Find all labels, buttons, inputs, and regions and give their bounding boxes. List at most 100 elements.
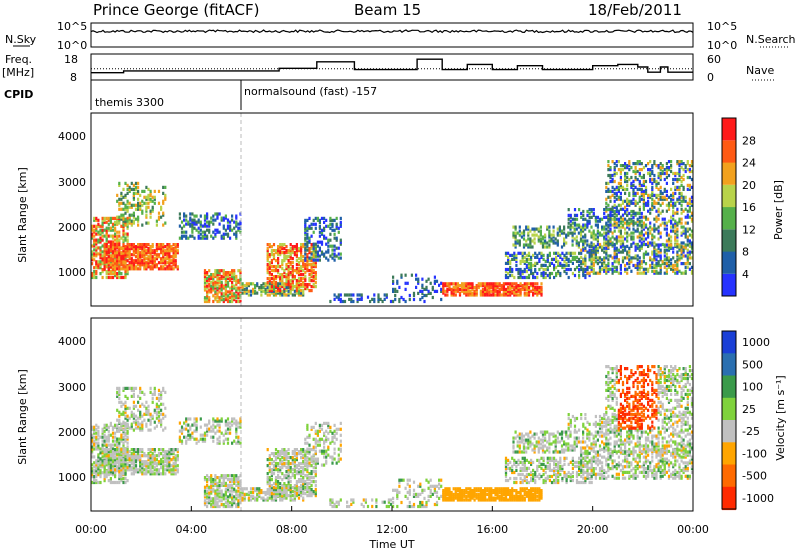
heatmap-cell [586,251,588,254]
heatmap-cell [540,286,542,289]
heatmap-cell [530,262,532,265]
heatmap-cell [622,256,624,259]
heatmap-cell [534,282,536,285]
heatmap-cell [308,237,310,240]
heatmap-cell [639,188,641,191]
heatmap-cell [189,434,191,437]
heatmap-cell [674,235,676,238]
heatmap-cell [603,216,605,219]
heatmap-cell [511,254,513,257]
heatmap-cell [511,268,513,271]
heatmap-cell [572,239,574,242]
heatmap-cell [545,260,547,263]
heatmap-cell [137,224,139,227]
heatmap-cell [334,229,336,232]
heatmap-cell [561,264,563,267]
heatmap-cell [618,272,620,275]
heatmap-cell [662,218,664,221]
heatmap-cell [321,217,323,220]
heatmap-cell [609,208,611,211]
heatmap-cell [154,387,156,390]
heatmap-cell [198,227,200,230]
heatmap-cell [655,194,657,197]
heatmap-cell [635,186,637,189]
heatmap-cell [154,454,156,457]
heatmap-cell [110,477,112,480]
heatmap-cell [609,224,611,227]
date-title: 18/Feb/2011 [588,1,682,19]
heatmap-cell [660,186,662,189]
heatmap-cell [394,298,396,301]
heatmap-cell [626,251,628,254]
heatmap-cell [139,202,141,205]
heatmap-cell [534,228,536,231]
heatmap-cell [114,481,116,484]
heatmap-cell [112,440,114,443]
heatmap-cell [522,270,524,273]
heatmap-cell [501,293,503,296]
heatmap-cell [527,237,529,240]
heatmap-cell [419,298,421,301]
heatmap-cell [118,450,120,453]
heatmap-cell [651,198,653,201]
heatmap-cell [509,260,511,263]
heatmap-cell [143,472,145,475]
heatmap-cell [513,286,515,289]
heatmap-cell [666,243,668,246]
heatmap-cell [97,223,99,226]
heatmap-cell [275,265,277,268]
heatmap-cell [563,264,565,267]
heatmap-cell [173,448,175,451]
heatmap-cell [643,234,645,237]
heatmap-cell [323,227,325,230]
heatmap-cell [645,224,647,227]
heatmap-cell [145,196,147,199]
heatmap-cell [618,258,620,261]
heatmap-cell [141,454,143,457]
heatmap-cell [112,235,114,238]
heatmap-cell [423,288,425,291]
heatmap-cell [294,251,296,254]
heatmap-cell [95,270,97,273]
heatmap-cell [620,182,622,185]
power-ytick-4000: 4000 [58,130,86,143]
heatmap-cell [635,254,637,257]
heatmap-cell [290,247,292,250]
heatmap-cell [139,423,141,426]
heatmap-cell [612,262,614,265]
heatmap-cell [252,282,254,285]
heatmap-cell [311,289,313,292]
heatmap-cell [116,243,118,246]
heatmap-cell [267,243,269,246]
heatmap-cell [124,472,126,475]
heatmap-cell [653,270,655,273]
heatmap-cell [519,239,521,242]
heatmap-cell [532,254,534,257]
colorbar-tick-label: 24 [742,157,756,170]
heatmap-cell [147,470,149,473]
heatmap-cell [317,251,319,254]
heatmap-cell [120,427,122,430]
heatmap-cell [227,281,229,284]
heatmap-cell [645,237,647,240]
heatmap-cell [95,479,97,482]
heatmap-cell [641,237,643,240]
heatmap-cell [499,288,501,291]
heatmap-cell [175,448,177,451]
heatmap-cell [678,270,680,273]
heatmap-cell [202,235,204,238]
heatmap-cell [653,218,655,221]
heatmap-cell [127,259,129,262]
heatmap-cell [97,463,99,466]
heatmap-cell [660,162,662,165]
heatmap-cell [572,222,574,225]
heatmap-cell [129,417,131,420]
heatmap-cell [568,258,570,261]
heatmap-cell [120,448,122,451]
heatmap-cell [653,194,655,197]
heatmap-cell [513,252,515,255]
heatmap-cell [212,417,214,420]
heatmap-cell [173,243,175,246]
heatmap-cell [160,391,162,394]
colorbar-swatch [722,118,736,140]
